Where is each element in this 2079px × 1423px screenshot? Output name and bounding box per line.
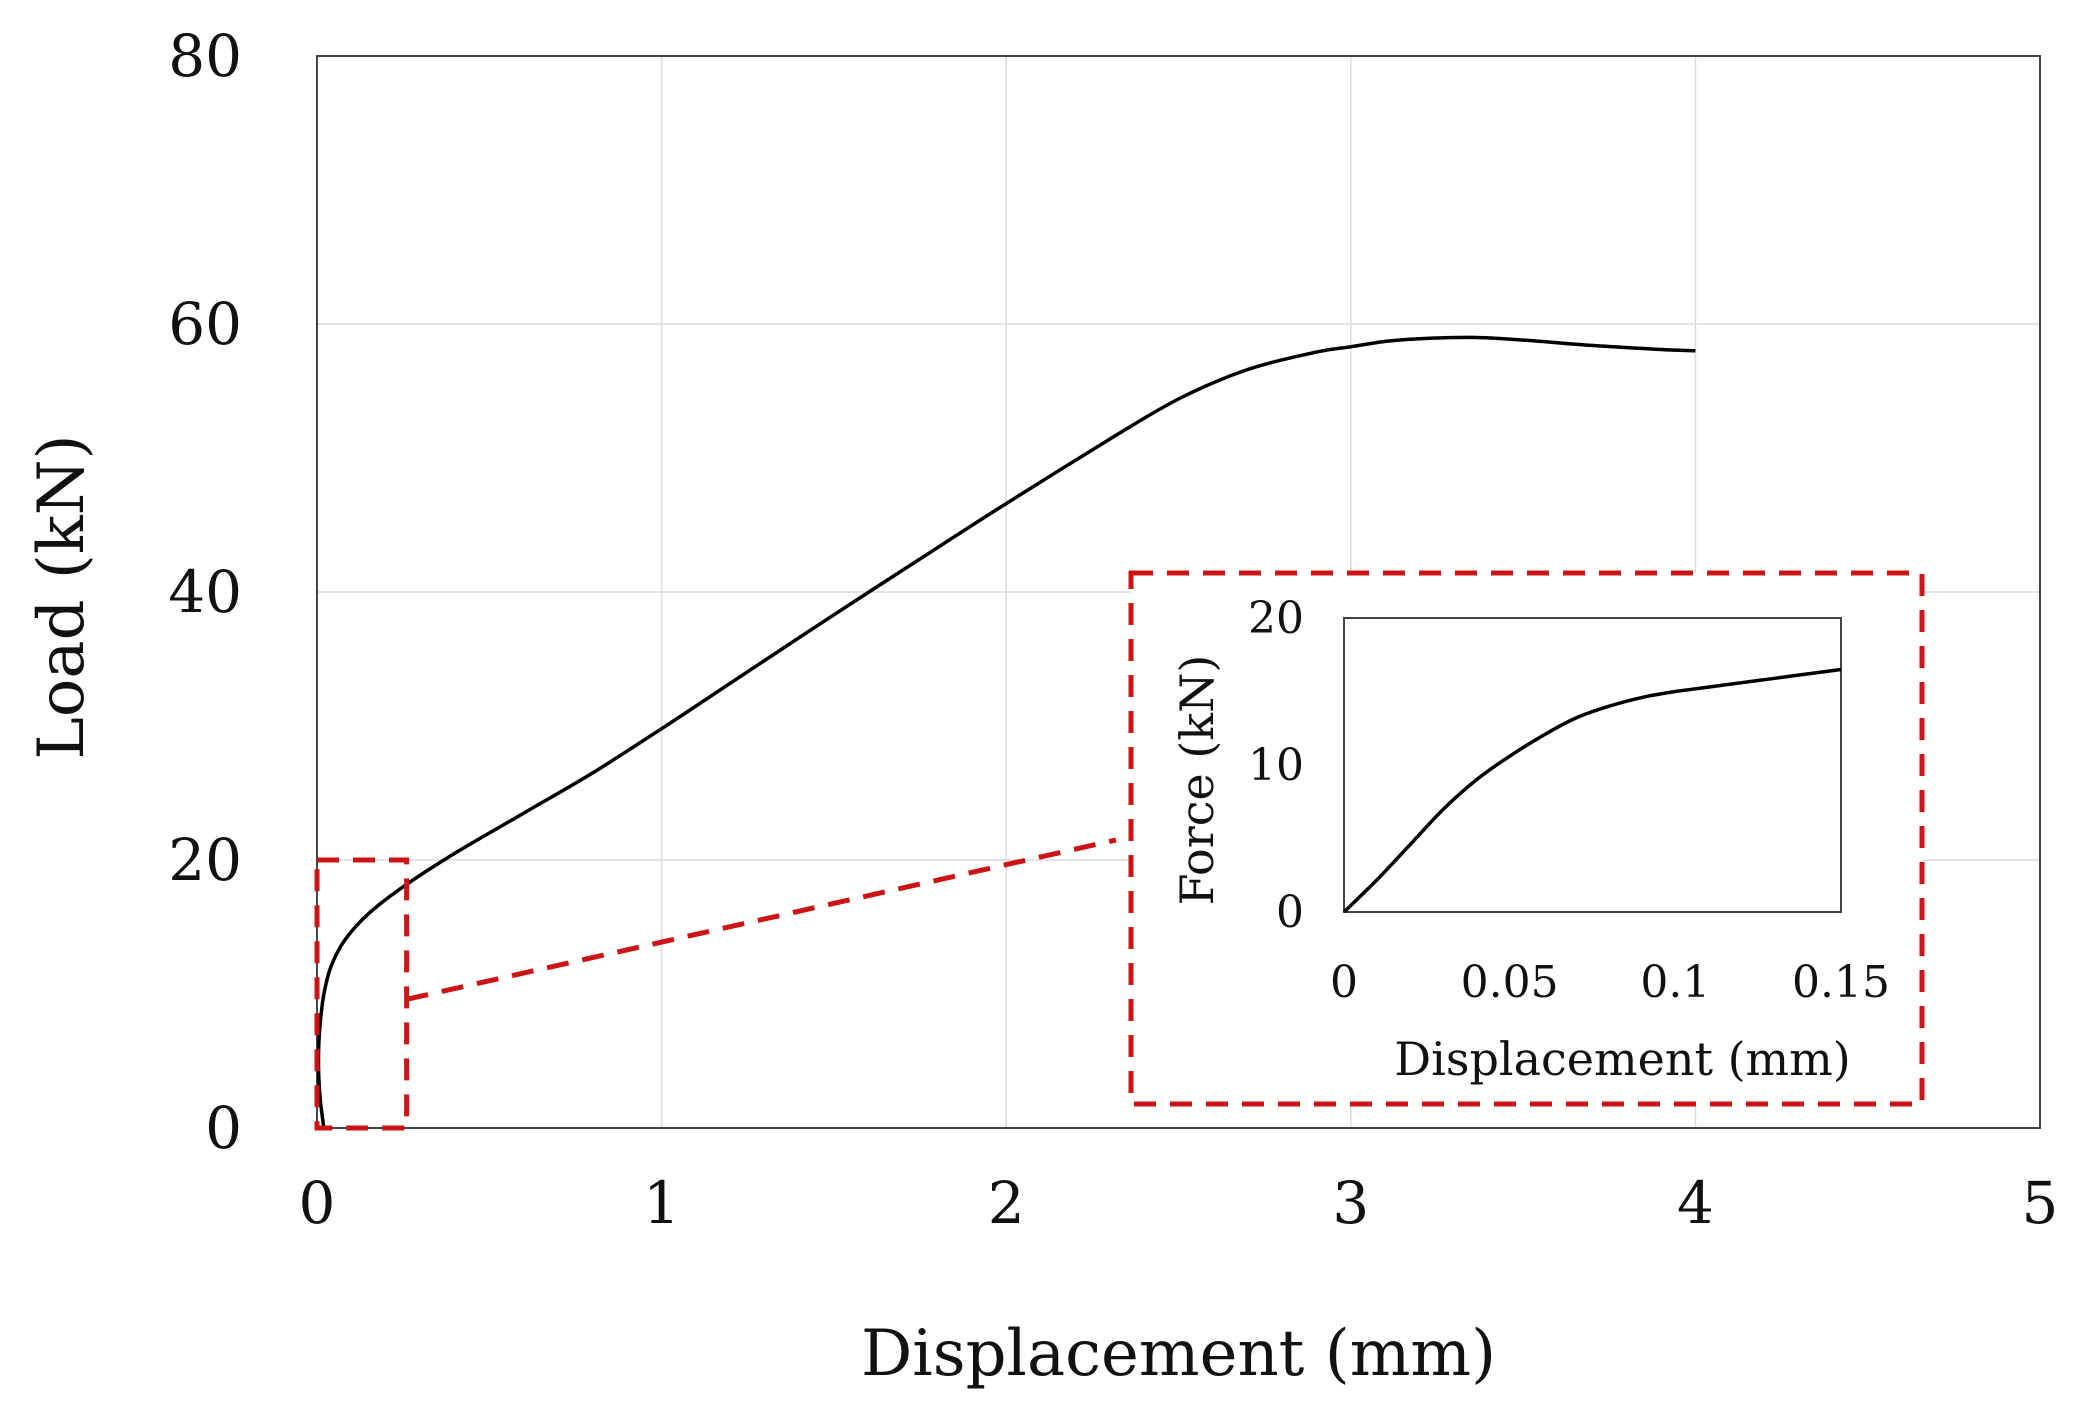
- main-plot-frame: [316, 55, 2041, 1129]
- inset-dashed-frame: [1128, 570, 1925, 1107]
- main-y-tick-label: 0: [205, 1094, 242, 1162]
- main-y-axis-title: Load (kN): [25, 434, 99, 759]
- main-x-tick-label: 1: [643, 1169, 680, 1237]
- main-x-tick-label: 5: [2022, 1169, 2059, 1237]
- inset-y-tick-label: 0: [1276, 887, 1304, 938]
- inset-x-axis-title: Displacement (mm): [1394, 1032, 1850, 1086]
- main-series-line: [316, 335, 1696, 1129]
- main-y-tick-labels: 0 20 40 60 80: [168, 22, 242, 1162]
- zoom-region-box: [314, 857, 410, 1131]
- main-x-axis-title: Displacement (mm): [861, 1317, 1496, 1391]
- main-x-tick-label: 3: [1332, 1169, 1369, 1237]
- main-x-tick-labels: 0 1 2 3 4 5: [299, 1169, 2059, 1237]
- inset-y-tick-label: 20: [1248, 593, 1304, 644]
- main-plot: 0 1 2 3 4 5 0 20 40 60 80 Displacement (mm) Load …: [25, 22, 2058, 1391]
- inset-x-tick-label: 0.05: [1461, 957, 1559, 1008]
- main-y-tick-label: 60: [168, 290, 242, 358]
- main-x-tick-label: 0: [299, 1169, 336, 1237]
- inset-plot: 0 0.05 0.1 0.15 0 10 20 Displacement (mm) For…: [1170, 593, 1890, 1086]
- inset-x-tick-label: 0.15: [1792, 957, 1890, 1008]
- inset-y-axis-title: Force (kN): [1170, 655, 1224, 906]
- inset-plot-frame: [1343, 617, 1842, 913]
- main-y-tick-label: 20: [168, 826, 242, 894]
- inset-x-tick-label: 0.1: [1640, 957, 1710, 1008]
- main-x-tick-label: 2: [988, 1169, 1025, 1237]
- inset-x-tick-label: 0: [1330, 957, 1358, 1008]
- zoom-connector-line: [406, 837, 1117, 1002]
- main-y-tick-label: 80: [168, 22, 242, 90]
- zoom-annotation: [314, 570, 1925, 1131]
- inset-y-tick-label: 10: [1248, 740, 1304, 791]
- inset-x-tick-labels: 0 0.05 0.1 0.15: [1330, 957, 1890, 1008]
- inset-y-tick-labels: 0 10 20: [1248, 593, 1304, 938]
- inset-series-line: [1342, 667, 1842, 914]
- main-y-tick-label: 40: [168, 558, 242, 626]
- main-x-tick-label: 4: [1677, 1169, 1714, 1237]
